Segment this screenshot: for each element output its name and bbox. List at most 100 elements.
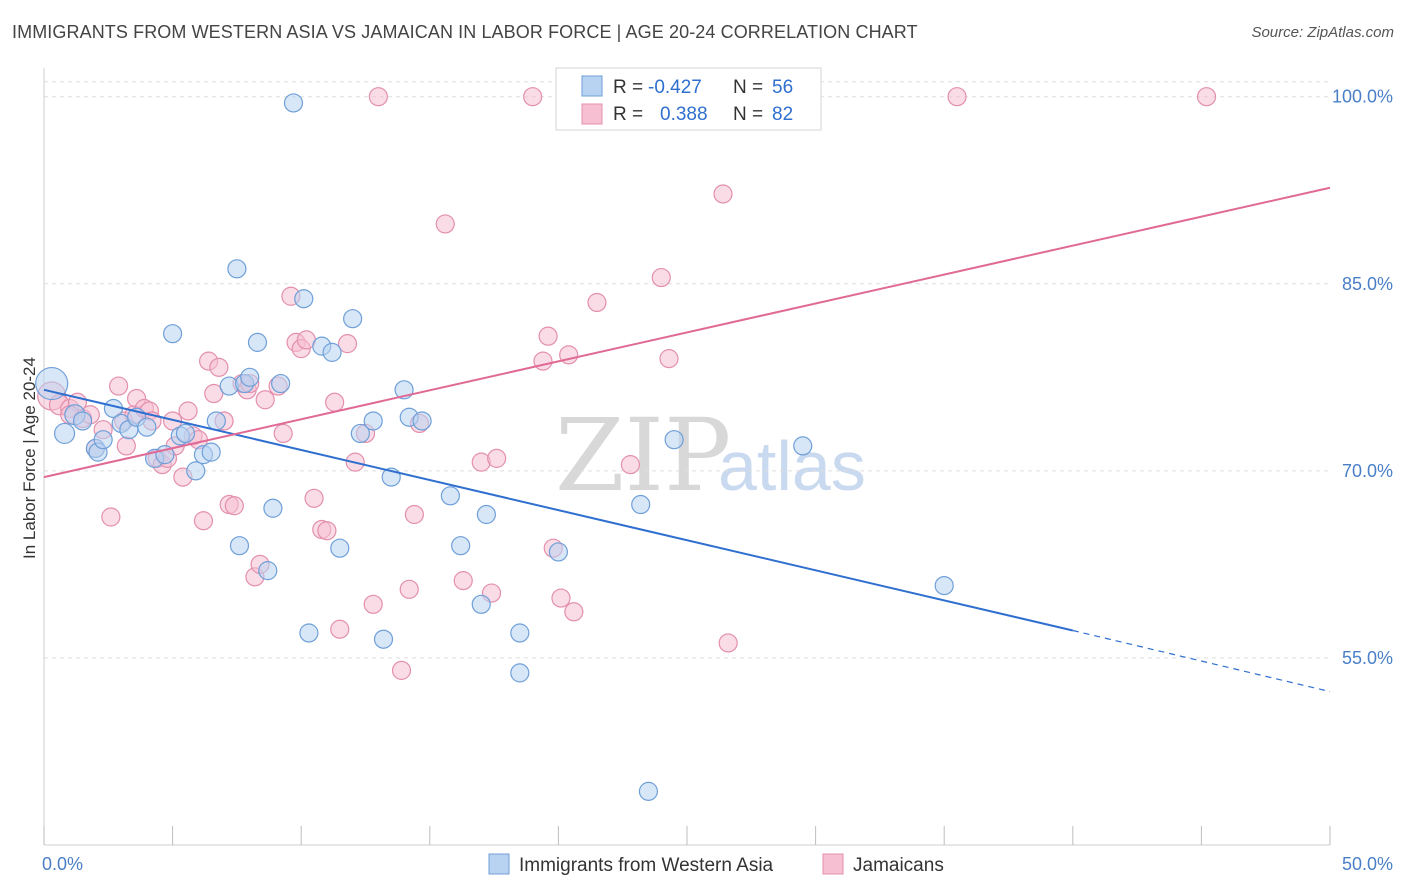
western-asia-point xyxy=(330,538,350,558)
western-asia-point xyxy=(350,423,370,444)
jamaican-point xyxy=(564,602,584,622)
jamaican-point xyxy=(304,488,324,508)
western-asia-point xyxy=(227,259,247,279)
jamaican-point xyxy=(317,521,337,541)
legend-swatch-blue xyxy=(581,75,603,97)
jamaican-point xyxy=(178,401,198,421)
western-asia-point xyxy=(934,575,954,596)
trend-line-western-asia xyxy=(43,388,1074,632)
jamaican-point xyxy=(209,357,229,377)
legend-r-label-2: R = xyxy=(613,104,643,125)
legend-n-label-1: N = xyxy=(733,77,763,98)
western-asia-point xyxy=(72,411,93,431)
jamaican-point xyxy=(1196,87,1217,107)
western-asia-point xyxy=(175,423,196,444)
western-asia-point xyxy=(510,623,530,643)
western-asia-point xyxy=(258,561,278,581)
jamaican-point xyxy=(538,326,558,346)
western-asia-point xyxy=(412,411,432,431)
y-axis-title: In Labor Force | Age 20-24 xyxy=(20,357,39,559)
bottom-legend-swatch-pink xyxy=(822,853,844,875)
jamaican-point xyxy=(363,594,383,614)
grid xyxy=(44,81,1330,659)
western-asia-point xyxy=(510,663,530,683)
western-asia-point xyxy=(283,93,304,113)
jamaican-point xyxy=(273,423,293,444)
jamaican-point xyxy=(391,660,412,680)
western-asia-point xyxy=(93,430,113,450)
western-asia-point xyxy=(206,411,226,431)
stats-legend: R = -0.427 N = 56 R = 0.388 N = 82 xyxy=(555,67,822,131)
jamaican-point xyxy=(487,448,507,468)
western-asia-point xyxy=(201,442,221,462)
jamaican-point xyxy=(330,619,350,639)
western-asia-point xyxy=(240,367,260,387)
y-tick-label: 100.0% xyxy=(1332,87,1393,107)
y-tick-label: 55.0% xyxy=(1342,648,1393,668)
western-asia-point xyxy=(440,486,460,506)
western-asia-point xyxy=(35,366,69,401)
x-tick-label-min: 0.0% xyxy=(42,854,83,874)
western-asia-point xyxy=(343,309,363,329)
western-asia-point xyxy=(294,289,314,309)
jamaican-point xyxy=(587,292,607,313)
western-asia-point xyxy=(137,417,157,437)
jamaican-point xyxy=(533,351,553,371)
jamaican-point xyxy=(224,496,244,516)
series-jamaicans-points xyxy=(37,87,1217,680)
western-asia-point xyxy=(186,461,206,481)
jamaican-point xyxy=(108,376,129,396)
x-ticks xyxy=(43,826,1331,845)
jamaican-point xyxy=(713,184,733,204)
legend-swatch-pink xyxy=(581,103,603,125)
bottom-legend: Immigrants from Western Asia Jamaicans xyxy=(488,853,944,876)
western-asia-point xyxy=(53,422,76,445)
western-asia-point xyxy=(664,430,684,450)
western-asia-point xyxy=(471,594,491,614)
western-asia-point xyxy=(631,494,651,515)
legend-n-value-2: 82 xyxy=(772,104,793,125)
y-tick-label: 70.0% xyxy=(1342,461,1393,481)
western-asia-point xyxy=(229,536,250,556)
jamaican-point xyxy=(116,436,136,456)
western-asia-point xyxy=(163,324,183,344)
western-asia-point xyxy=(263,498,283,518)
watermark-zip: ZIP xyxy=(555,397,731,514)
jamaican-point xyxy=(368,87,388,107)
jamaican-point xyxy=(651,267,671,288)
trend-lines xyxy=(43,186,1331,693)
y-tick-label: 85.0% xyxy=(1342,274,1393,294)
western-asia-point xyxy=(363,411,383,431)
western-asia-point xyxy=(373,629,394,649)
jamaican-point xyxy=(255,390,275,410)
jamaican-point xyxy=(337,334,358,354)
source-label: Source: ZipAtlas.com xyxy=(1251,24,1394,41)
trend-line-western-asia-extrapolated xyxy=(1072,629,1331,693)
western-asia-point xyxy=(247,332,268,352)
jamaican-point xyxy=(193,511,214,531)
western-asia-point xyxy=(271,373,291,394)
jamaican-point xyxy=(453,571,473,591)
jamaican-point xyxy=(325,392,345,412)
western-asia-point xyxy=(299,623,319,643)
jamaican-point xyxy=(204,383,224,404)
x-tick-label-max: 50.0% xyxy=(1342,854,1393,874)
bottom-legend-label-jamaicans: Jamaicans xyxy=(853,855,944,876)
trend-line-jamaicans xyxy=(43,186,1331,479)
y-tick-labels: 55.0% 70.0% 85.0% 100.0% xyxy=(1332,87,1393,668)
western-asia-point xyxy=(548,542,569,562)
jamaican-point xyxy=(101,507,121,527)
legend-n-label-2: N = xyxy=(733,104,763,125)
legend-r-value-2: 0.388 xyxy=(660,104,708,125)
legend-r-label-1: R = xyxy=(613,77,643,98)
jamaican-point xyxy=(523,87,543,107)
legend-r-value-1: -0.427 xyxy=(648,77,702,98)
jamaican-point xyxy=(404,504,424,525)
watermark-atlas: atlas xyxy=(718,427,866,505)
jamaican-point xyxy=(435,214,455,234)
bottom-legend-label-western-asia: Immigrants from Western Asia xyxy=(519,855,774,876)
jamaican-point xyxy=(659,349,679,369)
western-asia-point xyxy=(451,536,471,556)
legend-n-value-1: 56 xyxy=(772,77,793,98)
